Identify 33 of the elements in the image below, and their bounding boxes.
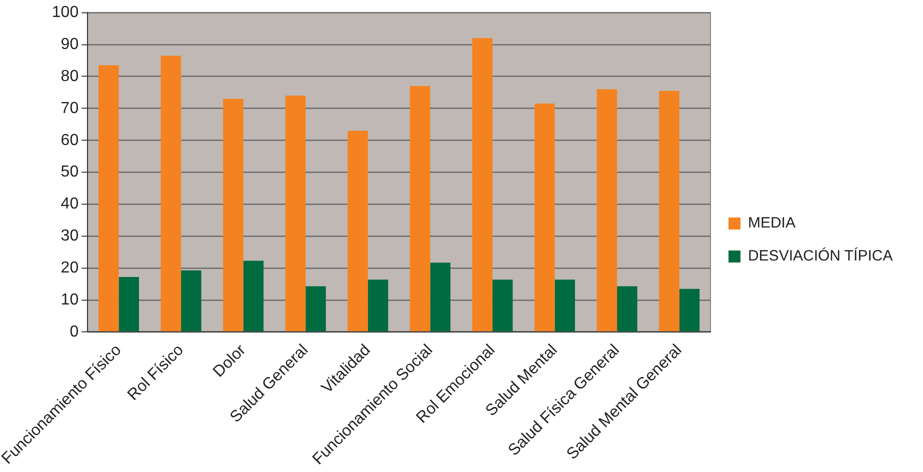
- bar: [534, 104, 555, 332]
- y-tick-label: 40: [60, 196, 79, 213]
- y-tick-label: 80: [60, 68, 79, 85]
- bar: [243, 260, 264, 332]
- bar: [472, 38, 492, 332]
- y-tick-label: 70: [60, 100, 79, 117]
- bar: [306, 286, 326, 332]
- bar: [98, 65, 119, 332]
- bar: [659, 90, 680, 332]
- legend-label: DESVIACIÓN TÍPICA: [748, 246, 893, 265]
- bar: [285, 96, 306, 332]
- bar: [596, 89, 618, 332]
- bar: [160, 56, 182, 332]
- bar: [679, 288, 700, 332]
- bar: [223, 98, 244, 332]
- bar: [118, 277, 139, 332]
- y-tick-label: 10: [60, 291, 79, 308]
- y-tick-label: 90: [60, 36, 79, 53]
- y-tick-label: 100: [52, 4, 79, 22]
- bar: [430, 262, 450, 332]
- bar: [368, 280, 388, 332]
- y-tick-label: 0: [70, 323, 79, 340]
- y-tick-label: 60: [60, 132, 79, 149]
- bar: [554, 280, 575, 332]
- bar: [617, 286, 638, 332]
- y-tick-label: 30: [60, 228, 79, 245]
- legend-label: MEDIA: [748, 214, 796, 232]
- bar: [492, 280, 513, 332]
- bar: [348, 130, 368, 332]
- y-tick-label: 20: [60, 260, 79, 276]
- bar: [181, 270, 202, 332]
- bar: [410, 86, 430, 332]
- y-tick-label: 50: [60, 164, 79, 181]
